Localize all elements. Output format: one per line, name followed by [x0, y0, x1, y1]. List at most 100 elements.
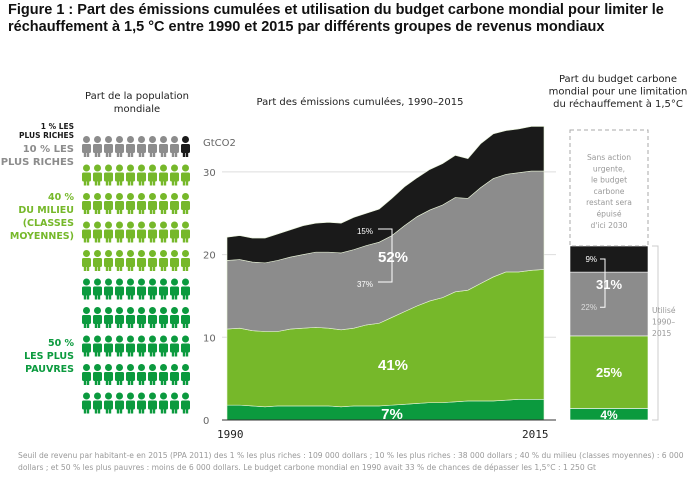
person-leg [97, 407, 101, 414]
person-icon [181, 250, 190, 271]
person-body [115, 172, 124, 182]
person-icon [104, 193, 113, 214]
person-leg [105, 379, 109, 385]
person-head [138, 278, 145, 286]
person-leg [160, 322, 164, 328]
person-icon [82, 164, 91, 186]
person-icon [137, 164, 146, 186]
person-body [137, 201, 146, 210]
person-leg [163, 322, 167, 328]
remaining-note: le budget [591, 176, 627, 185]
person-leg [83, 350, 87, 357]
person-body [170, 229, 179, 239]
group-label: PAUVRES [25, 364, 74, 375]
person-leg [97, 293, 101, 300]
person-icon [159, 278, 168, 300]
bar-segment-25% [569, 335, 649, 409]
person-icon [115, 335, 124, 357]
person-icon [115, 250, 124, 271]
person-head [127, 136, 134, 143]
remaining-note: restant sera [586, 198, 632, 207]
person-leg [86, 322, 90, 328]
x-tick-label: 2015 [522, 428, 549, 441]
person-head [105, 307, 112, 314]
person-body [170, 201, 179, 210]
person-leg [119, 379, 123, 385]
person-leg [105, 293, 109, 300]
person-body [115, 229, 124, 239]
person-body [104, 229, 113, 239]
person-body [148, 343, 157, 353]
person-head [160, 392, 167, 400]
person-head [127, 307, 134, 314]
person-leg [127, 179, 131, 186]
person-leg [127, 293, 131, 300]
person-leg [116, 265, 120, 271]
person-leg [152, 179, 156, 186]
person-leg [141, 151, 145, 157]
person-icon [170, 392, 179, 414]
person-body [104, 400, 113, 410]
person-body [170, 172, 179, 182]
person-head [116, 136, 123, 143]
person-head [105, 193, 112, 200]
person-leg [116, 151, 120, 157]
person-icon [159, 164, 168, 186]
person-leg [163, 151, 167, 157]
person-icon [137, 250, 146, 271]
person-icon [104, 364, 113, 385]
person-leg [138, 151, 142, 157]
person-leg [152, 407, 156, 414]
person-leg [119, 293, 123, 300]
group-label: DU MILIEU [18, 205, 74, 216]
population-header: Part de la population [85, 91, 189, 102]
person-leg [163, 293, 167, 300]
person-leg [171, 151, 175, 157]
person-icon [137, 136, 146, 157]
person-leg [182, 350, 186, 357]
person-leg [108, 407, 112, 414]
person-leg [171, 179, 175, 186]
person-body [115, 144, 124, 153]
person-body [115, 258, 124, 267]
person-leg [160, 265, 164, 271]
person-leg [108, 179, 112, 186]
person-icon [170, 278, 179, 300]
person-leg [174, 407, 178, 414]
person-leg [83, 151, 87, 157]
person-leg [138, 265, 142, 271]
person-leg [163, 208, 167, 214]
person-leg [141, 379, 145, 385]
person-body [148, 372, 157, 381]
person-leg [185, 350, 189, 357]
person-leg [130, 293, 134, 300]
person-head [182, 250, 189, 257]
person-head [138, 250, 145, 257]
person-body [126, 372, 135, 381]
person-leg [182, 379, 186, 385]
person-leg [127, 151, 131, 157]
person-icon [148, 193, 157, 214]
person-leg [171, 407, 175, 414]
y-tick-label: 30 [203, 168, 216, 179]
person-leg [163, 179, 167, 186]
person-head [138, 307, 145, 314]
person-icon [181, 221, 190, 243]
person-body [181, 172, 190, 182]
person-head [160, 136, 167, 143]
data-label: 41% [378, 357, 408, 374]
person-body [93, 400, 102, 410]
person-body [159, 343, 168, 353]
person-head [116, 221, 123, 229]
person-body [126, 258, 135, 267]
person-leg [97, 322, 101, 328]
person-head [127, 250, 134, 257]
person-leg [94, 151, 98, 157]
person-leg [86, 407, 90, 414]
person-leg [171, 379, 175, 385]
person-icon [148, 164, 157, 186]
person-leg [185, 236, 189, 243]
person-leg [97, 179, 101, 186]
person-icon [126, 250, 135, 271]
